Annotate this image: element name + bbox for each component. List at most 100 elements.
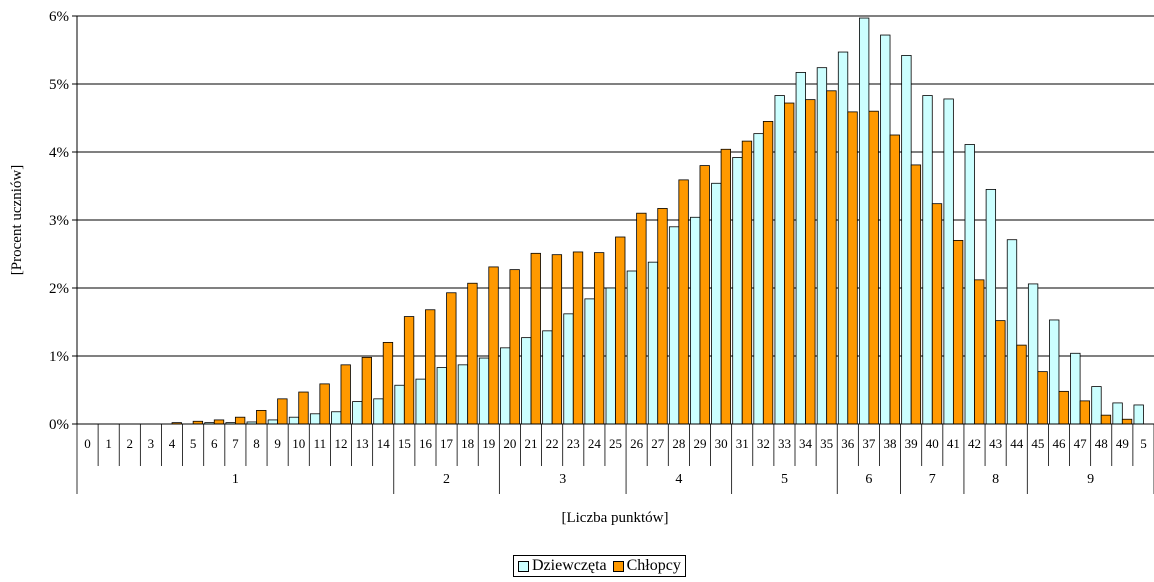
bar-chlopcy	[488, 266, 499, 425]
bar-dziewczeta	[626, 270, 638, 425]
bar-dziewczeta	[373, 398, 384, 425]
x-tick-label: 46	[1052, 436, 1066, 451]
x-tick-label: 3	[148, 436, 155, 451]
x-tick-label: 31	[736, 436, 749, 451]
bar-chlopcy	[889, 134, 900, 425]
bar-chlopcy	[509, 269, 520, 425]
x-tick-label: 20	[503, 436, 516, 451]
bar-chlopcy	[847, 111, 858, 425]
bar-chlopcy	[1016, 344, 1027, 425]
bar-dziewczeta	[542, 330, 553, 425]
y-tick-label: 4%	[49, 145, 69, 161]
bar-dziewczeta	[1006, 239, 1018, 425]
x-tick-label: 33	[778, 436, 791, 451]
x-tick-label: 34	[799, 436, 813, 451]
x-tick-label: 40	[926, 436, 939, 451]
bar-dziewczeta	[901, 55, 912, 425]
bar-chlopcy	[784, 102, 795, 425]
x-tick-label: 10	[292, 436, 305, 451]
x-tick-label: 16	[419, 436, 433, 451]
bar-dziewczeta	[732, 157, 743, 425]
bar-dziewczeta	[352, 401, 363, 425]
x-tick-label: 21	[525, 436, 538, 451]
x-tick-label: 32	[757, 436, 770, 451]
bar-chlopcy	[868, 110, 879, 425]
bar-dziewczeta	[816, 67, 828, 425]
bar-chlopcy	[551, 254, 563, 425]
bar-dziewczeta	[880, 34, 891, 425]
bar-dziewczeta	[605, 287, 616, 425]
group-label: 9	[1087, 472, 1094, 487]
bar-dziewczeta	[309, 413, 321, 425]
x-tick-label: 5	[190, 436, 197, 451]
bar-chlopcy	[762, 121, 774, 425]
x-tick-label: 49	[1116, 436, 1129, 451]
bar-chlopcy	[446, 292, 457, 425]
x-tick-label: 24	[588, 436, 602, 451]
bar-dziewczeta	[647, 261, 659, 425]
x-tick-label: 48	[1095, 436, 1108, 451]
bar-dziewczeta	[943, 98, 954, 425]
bar-chlopcy	[361, 356, 372, 425]
group-label: 3	[559, 472, 566, 487]
x-tick-label: 1	[105, 436, 112, 451]
y-tick-label: 6%	[49, 9, 69, 25]
bar-dziewczeta	[795, 72, 806, 425]
bar-dziewczeta	[563, 313, 574, 425]
x-tick-label: 30	[715, 436, 728, 451]
bar-dziewczeta	[922, 95, 933, 425]
bar-chlopcy	[615, 236, 626, 425]
bar-dziewczeta	[985, 188, 997, 425]
bar-chlopcy	[1100, 414, 1112, 425]
bar-chlopcy	[805, 99, 816, 425]
bar-dziewczeta	[753, 133, 764, 425]
y-tick-label: 0%	[49, 417, 69, 433]
x-tick-label: 28	[672, 436, 685, 451]
bar-chlopcy	[256, 409, 267, 425]
bar-chlopcy	[741, 140, 753, 425]
x-tick-label: 35	[820, 436, 833, 451]
x-tick-label: 45	[1031, 436, 1044, 451]
x-tick-label: 15	[398, 436, 411, 451]
bar-dziewczeta	[690, 216, 701, 425]
bar-dziewczeta	[267, 419, 279, 425]
bar-dziewczeta	[521, 337, 532, 425]
legend-swatch-dziewczeta	[518, 560, 529, 572]
bar-dziewczeta	[394, 384, 405, 425]
x-tick-label: 5	[1140, 436, 1147, 451]
bar-chlopcy	[593, 252, 605, 425]
bar-dziewczeta	[668, 226, 680, 425]
x-tick-label: 11	[314, 436, 327, 451]
x-tick-label: 6	[211, 436, 218, 451]
group-label: 1	[232, 472, 239, 487]
bar-dziewczeta	[837, 51, 849, 425]
bar-chlopcy	[995, 320, 1006, 425]
y-axis-tick-labels: 0% 1% 2% 3% 4% 5% 6%	[49, 9, 69, 433]
bar-chlopcy	[1037, 371, 1048, 425]
x-tick-label: 17	[440, 436, 454, 451]
bar-dziewczeta	[1133, 404, 1144, 425]
x-tick-label: 4	[169, 436, 176, 451]
y-tick-label: 3%	[49, 213, 69, 229]
x-tick-label: 2	[127, 436, 134, 451]
bar-dziewczeta	[964, 144, 975, 425]
bar-chlopcy	[425, 309, 436, 425]
bar-chlopcy	[657, 208, 668, 425]
chart-legend: Dziewczęta Chłopcy	[513, 555, 686, 577]
bar-chlopcy	[678, 179, 689, 425]
bar-dziewczeta	[436, 367, 447, 425]
y-tick-label: 1%	[49, 349, 69, 365]
x-tick-label: 12	[334, 436, 347, 451]
bar-dziewczeta	[711, 182, 722, 425]
bar-dziewczeta	[1112, 402, 1123, 425]
x-tick-label: 42	[968, 436, 981, 451]
group-label: 4	[675, 472, 682, 487]
x-tick-label: 18	[461, 436, 474, 451]
bar-chlopcy	[572, 251, 584, 425]
group-label: 7	[929, 472, 936, 487]
group-label: 6	[865, 472, 872, 487]
bar-chlopcy	[974, 279, 985, 425]
bar-chlopcy	[1079, 400, 1090, 425]
x-tick-label: 7	[232, 436, 239, 451]
